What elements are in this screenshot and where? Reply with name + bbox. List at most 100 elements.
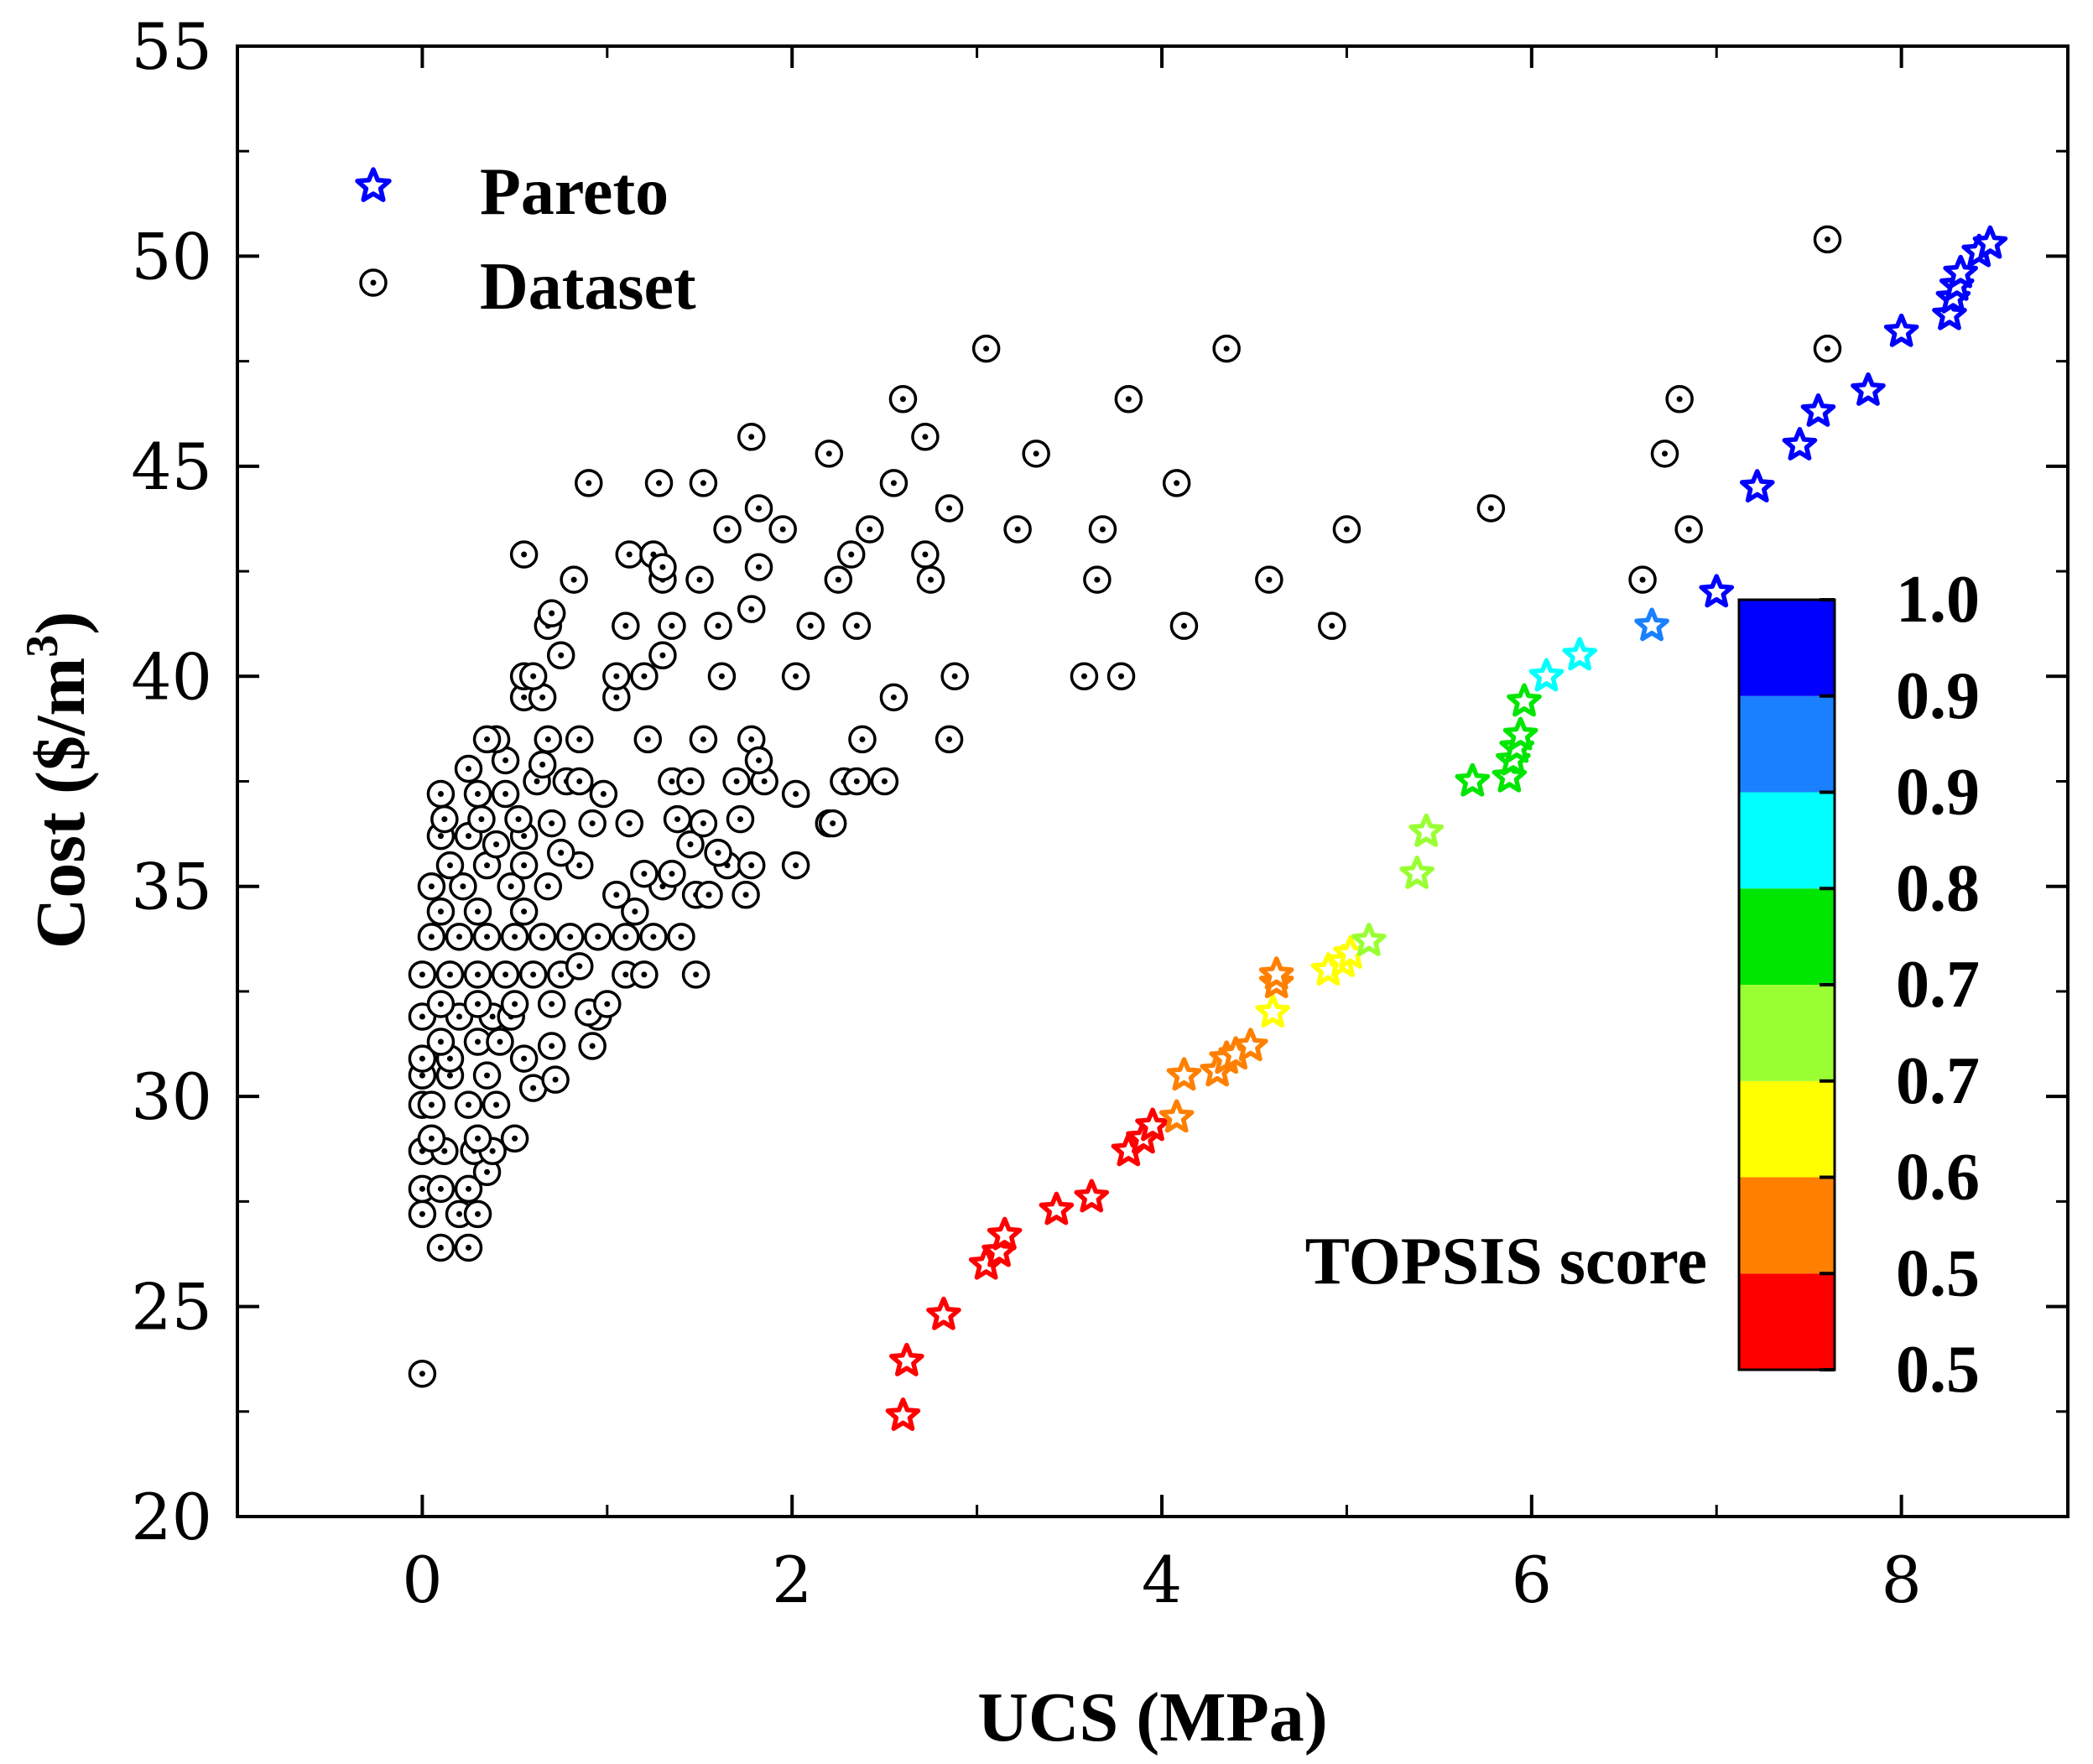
pareto-point xyxy=(987,1216,1023,1251)
legend: Pareto Dataset xyxy=(355,155,696,324)
dataset-point xyxy=(1003,515,1032,544)
pareto-point xyxy=(1528,658,1565,692)
y-axis-title-main: Cost ($/m xyxy=(22,658,100,950)
dataset-point xyxy=(417,1124,446,1153)
colorbar-segment xyxy=(1739,985,1835,1081)
dataset-point xyxy=(417,923,446,951)
dataset-point xyxy=(472,1061,502,1090)
dataset-point xyxy=(704,611,732,640)
y-tick-label: 35 xyxy=(131,850,212,924)
dataset-point xyxy=(888,384,918,414)
dataset-point xyxy=(916,565,945,594)
dataset-point xyxy=(1813,334,1842,363)
dataset-point xyxy=(722,767,751,796)
colorbar-segment xyxy=(1739,792,1835,889)
dataset-point xyxy=(578,809,607,838)
colorbar-segment xyxy=(1739,1080,1835,1178)
dataset-point xyxy=(426,1174,456,1204)
dataset-point xyxy=(856,515,884,544)
dataset-point xyxy=(528,923,557,951)
pareto-point xyxy=(1455,762,1491,797)
pareto-point xyxy=(1135,1107,1170,1142)
dataset-point xyxy=(528,683,557,712)
dataset-point xyxy=(1476,494,1506,523)
y-tick-label: 50 xyxy=(131,219,212,294)
dataset-point xyxy=(630,960,659,989)
dataset-point xyxy=(518,960,548,989)
pareto-point xyxy=(1399,855,1434,889)
dataset-point xyxy=(491,779,520,809)
dataset-point xyxy=(504,804,533,834)
colorbar-tick-label: 0.7 xyxy=(1896,1044,1980,1118)
dataset-point xyxy=(935,725,964,754)
dataset-point xyxy=(491,746,520,775)
dataset-point xyxy=(818,809,847,838)
dataset-point xyxy=(667,923,695,951)
dataset-point xyxy=(704,838,732,867)
pareto-point xyxy=(1782,427,1818,461)
colorbar-tick-label: 0.9 xyxy=(1896,659,1980,733)
dataset-point xyxy=(486,1028,514,1056)
dataset-point xyxy=(408,1044,437,1073)
y-axis-title: Cost ($/m3) xyxy=(17,611,100,950)
pareto-point xyxy=(1972,225,2008,259)
pareto-point xyxy=(1039,1191,1075,1225)
y-tick-label: 25 xyxy=(131,1270,212,1345)
pareto-point xyxy=(1507,683,1542,717)
dataset-point xyxy=(565,767,594,796)
dataset-point xyxy=(426,898,456,926)
dataset-point xyxy=(500,923,529,951)
dataset-point xyxy=(472,725,502,754)
dataset-point xyxy=(435,960,465,989)
pareto-point xyxy=(1634,607,1669,642)
dataset-point xyxy=(602,662,631,691)
dataset-point xyxy=(689,469,718,497)
dataset-point xyxy=(472,923,502,951)
dataset-point xyxy=(482,830,511,859)
dataset-point xyxy=(676,830,705,859)
pareto-point xyxy=(1943,254,1978,289)
dataset-point xyxy=(417,872,446,901)
dataset-point xyxy=(639,923,668,951)
colorbar-title: TOPSIS score xyxy=(1305,1225,1707,1298)
dataset-point xyxy=(449,872,477,901)
dataset-point xyxy=(426,990,456,1018)
dataset-point xyxy=(1628,565,1657,594)
dataset-point xyxy=(689,809,718,838)
x-tick-label: 0 xyxy=(402,1543,442,1617)
dataset-point xyxy=(689,725,718,754)
dataset-point xyxy=(732,880,760,909)
dataset-point xyxy=(935,494,964,523)
dataset-point xyxy=(534,872,563,901)
dataset-point xyxy=(408,1359,437,1388)
dataset-point xyxy=(593,990,622,1018)
dataset-point xyxy=(528,750,557,779)
dataset-point xyxy=(612,611,640,640)
dataset-point xyxy=(1318,611,1346,640)
x-tick-label: 8 xyxy=(1881,1543,1921,1617)
dataset-point xyxy=(417,1090,446,1119)
legend-dataset-circle-icon xyxy=(359,268,388,297)
dataset-point xyxy=(658,859,686,888)
legend-pareto-star-icon xyxy=(355,167,392,202)
dataset-point xyxy=(842,611,872,640)
dataset-point xyxy=(1088,515,1117,544)
dataset-point xyxy=(737,725,766,754)
dataset-point xyxy=(768,515,797,544)
dataset-point xyxy=(695,880,723,909)
dataset-point xyxy=(546,641,575,669)
colorbar-segment xyxy=(1739,600,1835,696)
colorbar-segment xyxy=(1739,1273,1835,1370)
dataset-point xyxy=(681,960,711,989)
dataset-point xyxy=(463,1124,492,1153)
dataset-point xyxy=(463,990,492,1018)
x-tick-label: 2 xyxy=(772,1543,812,1617)
dataset-point xyxy=(737,423,766,451)
dataset-point xyxy=(560,565,588,594)
dataset-point xyxy=(509,1044,539,1073)
dataset-point xyxy=(940,662,969,691)
dataset-point xyxy=(1813,225,1842,254)
dataset-point xyxy=(463,898,492,926)
dataset-point xyxy=(1255,565,1283,594)
dataset-point xyxy=(879,683,909,712)
